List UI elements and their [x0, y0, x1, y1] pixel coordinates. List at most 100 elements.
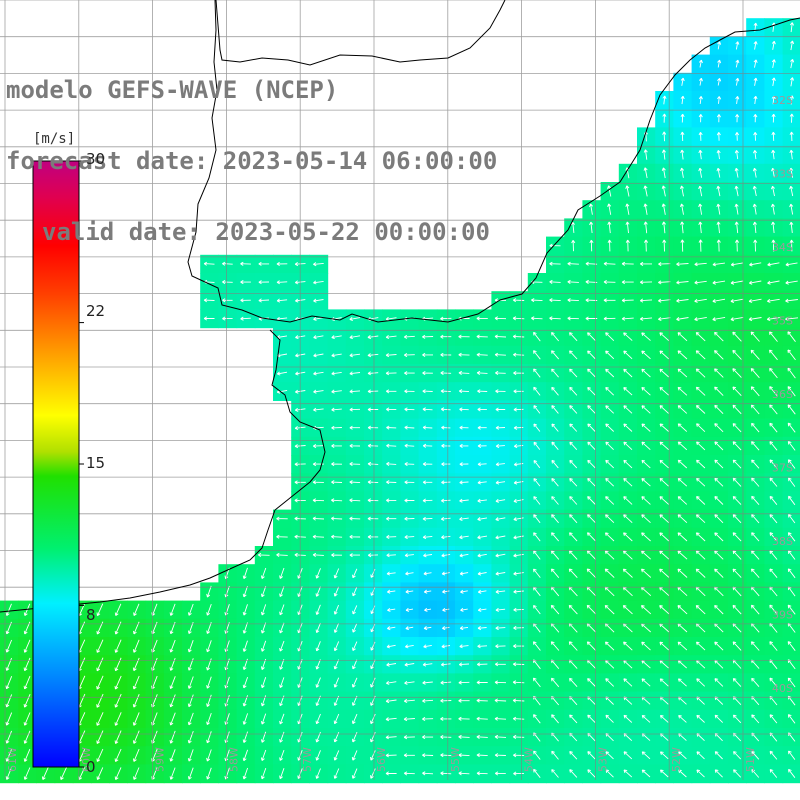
wind-arrow: [5, 657, 13, 671]
graticule: [0, 0, 800, 780]
wind-arrow: [494, 352, 506, 357]
wind-arrow: [242, 640, 248, 652]
wind-arrow: [549, 298, 561, 303]
wind-arrow: [367, 425, 379, 430]
wind-arrow: [222, 261, 233, 266]
wind-arrow: [676, 280, 689, 285]
wind-arrow: [587, 751, 596, 760]
wind-arrow: [352, 605, 358, 615]
wind-arrow: [495, 607, 506, 612]
wind-arrow: [532, 677, 541, 688]
wind-arrow: [787, 568, 796, 579]
wind-arrow: [549, 279, 561, 284]
wind-arrow: [133, 603, 140, 616]
wind-arrow: [349, 371, 361, 376]
wind-arrow: [512, 334, 525, 339]
colorbar: [32, 160, 80, 768]
wind-arrow: [605, 368, 615, 378]
wind-arrow: [659, 568, 670, 578]
wind-arrow: [403, 717, 415, 722]
wind-arrow: [440, 680, 452, 685]
wind-arrow: [422, 371, 433, 376]
wind-arrow: [331, 425, 342, 430]
wind-arrow: [313, 335, 324, 340]
wind-arrow: [643, 167, 648, 179]
wind-arrow: [187, 749, 194, 762]
wind-arrow: [587, 714, 596, 724]
wind-arrow: [551, 331, 560, 342]
wind-arrow: [714, 714, 724, 723]
wind-arrow: [698, 114, 703, 123]
wind-arrow: [279, 677, 285, 688]
wind-arrow: [370, 713, 376, 725]
wind-arrow: [677, 605, 688, 615]
wind-arrow: [458, 370, 470, 375]
wind-arrow: [533, 604, 541, 615]
wind-arrow: [96, 767, 104, 780]
wind-arrow: [495, 589, 506, 594]
wind-arrow: [714, 604, 724, 615]
longitude-label: 56W: [375, 747, 388, 772]
wind-arrow: [349, 480, 361, 485]
wind-arrow: [385, 717, 397, 722]
longitude-label: 51W: [744, 747, 757, 772]
wind-arrow: [513, 352, 525, 357]
wind-arrow: [696, 441, 706, 451]
wind-arrow: [352, 641, 358, 651]
wind-arrow: [512, 316, 525, 321]
wind-arrow: [789, 131, 794, 142]
wind-arrow: [714, 404, 724, 415]
wind-arrow: [60, 767, 67, 780]
wind-arrow: [677, 496, 688, 505]
wind-arrow: [662, 113, 667, 123]
wind-arrow: [385, 389, 397, 394]
wind-arrow: [513, 644, 525, 649]
wind-arrow: [5, 694, 13, 708]
wind-arrow: [242, 604, 248, 616]
wind-arrow: [333, 641, 340, 652]
wind-arrow: [313, 407, 324, 412]
wind-arrow: [771, 59, 776, 68]
wind-arrow: [404, 462, 415, 467]
wind-arrow: [367, 516, 379, 521]
wind-arrow: [476, 370, 488, 375]
wind-arrow: [621, 298, 634, 303]
wind-arrow: [698, 167, 703, 178]
wind-arrow: [750, 349, 760, 360]
wind-arrow: [712, 262, 725, 267]
wind-arrow: [695, 514, 706, 524]
wind-cell: [782, 618, 800, 638]
wind-arrow: [603, 280, 616, 285]
wind-arrow: [315, 604, 321, 615]
wind-arrow: [698, 239, 703, 252]
wind-arrow: [607, 239, 612, 252]
latitude-label: 39S: [772, 609, 793, 622]
wind-arrow: [749, 262, 762, 267]
wind-arrow: [405, 589, 414, 594]
wind-arrow: [698, 77, 703, 86]
wind-arrow: [712, 280, 726, 285]
wind-arrow: [279, 586, 285, 598]
wind-arrow: [698, 221, 703, 234]
wind-arrow: [712, 316, 726, 322]
wind-arrow: [641, 751, 651, 760]
wind-arrow: [279, 567, 285, 579]
wind-arrow: [352, 586, 358, 597]
wind-arrow: [441, 553, 451, 558]
wind-arrow: [513, 371, 525, 376]
wind-arrow: [751, 477, 760, 487]
wind-arrow: [569, 350, 578, 360]
wind-arrow: [753, 59, 758, 68]
wind-arrow: [476, 698, 488, 703]
wind-arrow: [659, 405, 669, 414]
wind-arrow: [315, 677, 321, 688]
wind-cell: [782, 509, 800, 529]
wind-arrow: [695, 605, 706, 615]
wind-arrow: [694, 316, 707, 322]
wind-arrow: [422, 698, 434, 703]
wind-arrow: [714, 496, 724, 505]
wind-arrow: [386, 534, 397, 539]
wind-arrow: [734, 167, 739, 178]
wind-arrow: [789, 22, 795, 33]
latitude-label: 32S: [772, 94, 793, 107]
